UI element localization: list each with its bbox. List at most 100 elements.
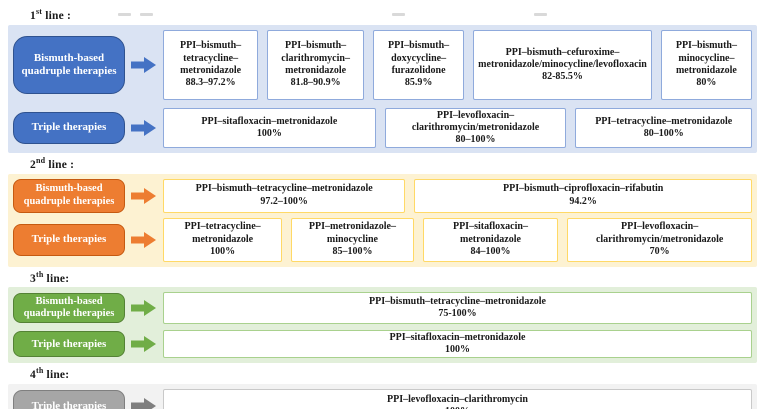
eradication-rate: 80% [696, 77, 717, 89]
therapy-boxes: PPI–sitafloxacin–metronidazole 100% [163, 330, 752, 359]
triple-therapies-row: Triple therapies PPI–sitafloxacin–metron… [13, 107, 752, 148]
therapy-box: PPI–levofloxacin–clarithromycin100% [163, 389, 752, 409]
quadruple-therapies-row: Bismuth-based quadruple therapies PPI–bi… [13, 178, 752, 213]
triple-therapies-row: Triple therapies PPI–tetracycline–metron… [13, 217, 752, 262]
line-ordinal: st [35, 7, 43, 16]
regimen-name: PPI–metronidazole–minocycline [308, 221, 396, 245]
therapy-box: PPI–sitafloxacin–metronidazole 84–100% [422, 217, 559, 262]
therapy-box: PPI–sitafloxacin–metronidazole 100% [163, 107, 376, 148]
line-1-band: Bismuth-based quadruple therapies PPI–bi… [8, 24, 757, 153]
arrow-right-icon [131, 299, 157, 317]
line-3-band: Bismuth-based quadruple therapies PPI–bi… [8, 287, 757, 364]
eradication-rate: 94.2% [569, 195, 597, 207]
eradication-rate: 88.3–97.2% [185, 77, 236, 89]
category-bismuth-quadruple: Bismuth-based quadruple therapies [13, 178, 125, 213]
therapy-boxes: PPI–bismuth–tetracycline–metronidazole 75… [163, 292, 752, 325]
therapy-boxes: PPI–bismuth–tetracycline–metronidazole 97… [163, 178, 752, 213]
line-3-label: 3th line: [30, 270, 757, 285]
eradication-rate: 84–100% [470, 245, 511, 257]
regimen-name: PPI–bismuth–clarithromycin–metronidazole [281, 40, 350, 76]
quadruple-therapies-row: Bismuth-based quadruple therapies PPI–bi… [13, 292, 752, 325]
category-bismuth-quadruple: Bismuth-based quadruple therapies [13, 35, 125, 94]
regimen-name: PPI–sitafloxacin–metronidazole [201, 115, 338, 127]
line-number: 2 [30, 158, 36, 171]
category-triple-therapies: Triple therapies [13, 331, 125, 358]
line-label-text: line : [45, 158, 75, 171]
line-4-label: 4th line: [30, 366, 757, 381]
triple-therapies-row: Triple therapies PPI–sitafloxacin–metron… [13, 330, 752, 359]
line-number: 4 [30, 369, 36, 382]
line-label-text: line : [42, 9, 72, 22]
regimen-name: PPI–bismuth–cefuroxime–metronidazole/min… [478, 46, 647, 70]
therapy-boxes: PPI–tetracycline–metronidazole 100% PPI–m… [163, 217, 752, 262]
regimen-name: PPI–bismuth–doxycycline–furazolidone [388, 40, 450, 76]
category-triple-therapies: Triple therapies [13, 390, 125, 409]
therapy-box: PPI–levofloxacin–clarithromycin/metronid… [384, 107, 567, 148]
quadruple-therapies-row: Bismuth-based quadruple therapies PPI–bi… [13, 29, 752, 100]
therapy-box: PPI–tetracycline–metronidazole 80–100% [575, 107, 752, 148]
arrow-right-icon [131, 231, 157, 249]
regimen-name: PPI–tetracycline–metronidazole [595, 115, 733, 127]
triple-therapies-row: Triple therapies PPI–levofloxacin–clarit… [13, 389, 752, 409]
line-ordinal: th [35, 269, 44, 279]
line-label-text: line: [43, 369, 70, 382]
regimen-name: PPI–tetracycline–metronidazole [184, 221, 261, 245]
section-line-3: 3th line: Bismuth-based quadruple therap… [8, 270, 757, 364]
regimen-name: PPI–sitafloxacin–metronidazole [452, 221, 528, 245]
line-1-label: 1st line : [30, 7, 757, 22]
line-ordinal: nd [35, 155, 46, 165]
eradication-rate: 100% [210, 245, 236, 257]
eradication-rate: 80–100% [643, 127, 684, 139]
regimen-name: PPI–bismuth–minocycline–metronidazole [675, 40, 737, 76]
eradication-rate: 80–100% [455, 133, 496, 145]
line-label-text: line: [43, 272, 70, 285]
eradication-rate: 85–100% [332, 245, 373, 257]
category-triple-therapies: Triple therapies [13, 223, 125, 256]
section-line-2: 2nd line : Bismuth-based quadruple thera… [8, 156, 757, 267]
therapy-box: PPI–bismuth–tetracycline–metronidazole 88… [163, 29, 259, 100]
therapy-box: PPI–sitafloxacin–metronidazole 100% [163, 330, 752, 359]
arrow-right-icon [131, 397, 157, 409]
category-bismuth-quadruple: Bismuth-based quadruple therapies [13, 293, 125, 324]
regimen-name: PPI–bismuth–ciprofloxacin–rifabutin [502, 183, 664, 195]
eradication-rate: 82-85.5% [542, 70, 583, 82]
regimen-name: PPI–levofloxacin–clarithromycin [387, 394, 528, 406]
therapy-box: PPI–bismuth–clarithromycin–metronidazole… [267, 29, 365, 100]
line-number: 1 [30, 9, 36, 22]
category-triple-therapies: Triple therapies [13, 111, 125, 144]
arrow-right-icon [131, 335, 157, 353]
therapy-boxes: PPI–levofloxacin–clarithromycin100% [163, 389, 752, 409]
therapy-boxes: PPI–bismuth–tetracycline–metronidazole 88… [163, 29, 752, 100]
regimen-name: PPI–bismuth–tetracycline–metronidazole [195, 183, 373, 195]
section-line-1: 1st line : Bismuth-based quadruple thera… [8, 7, 757, 153]
eradication-rate: 97.2–100% [260, 195, 308, 207]
regimen-name: PPI–bismuth–tetracycline–metronidazole [180, 40, 242, 76]
arrow-right-icon [131, 187, 157, 205]
therapy-box: PPI–bismuth–tetracycline–metronidazole 97… [163, 178, 406, 213]
therapy-box: PPI–bismuth–ciprofloxacin–rifabutin 94.2% [414, 178, 752, 213]
line-number: 3 [30, 272, 36, 285]
therapy-box: PPI–levofloxacin–clarithromycin/metronid… [567, 217, 752, 262]
regimen-name: PPI–levofloxacin–clarithromycin/metronid… [595, 221, 724, 245]
therapy-boxes: PPI–sitafloxacin–metronidazole 100% PPI–l… [163, 107, 752, 148]
eradication-rate: 100% [256, 127, 282, 139]
regimen-name: PPI–sitafloxacin–metronidazole [389, 332, 526, 344]
therapy-box: PPI–metronidazole–minocycline 85–100% [291, 217, 414, 262]
therapy-box: PPI–bismuth–cefuroxime–metronidazole/min… [473, 29, 652, 100]
line-ordinal: th [35, 366, 44, 376]
page-top-artifact-dashes [118, 3, 556, 16]
line-2-band: Bismuth-based quadruple therapies PPI–bi… [8, 173, 757, 267]
eradication-rate: 100% [445, 344, 470, 356]
eradication-rate: 100% [445, 406, 470, 409]
arrow-right-icon [131, 119, 157, 137]
line-2-label: 2nd line : [30, 156, 757, 171]
therapy-box: PPI–tetracycline–metronidazole 100% [163, 217, 283, 262]
therapy-box: PPI–bismuth–tetracycline–metronidazole 75… [163, 292, 752, 325]
line-4-band: Triple therapies PPI–levofloxacin–clarit… [8, 384, 757, 409]
eradication-rate: 81.8–90.9% [290, 77, 341, 89]
section-line-4: 4th line: Triple therapies PPI–levofloxa… [8, 366, 757, 409]
therapy-box: PPI–bismuth–minocycline–metronidazole 80% [660, 29, 752, 100]
eradication-rate: 85.9% [404, 77, 433, 89]
eradication-rate: 70% [649, 245, 670, 257]
